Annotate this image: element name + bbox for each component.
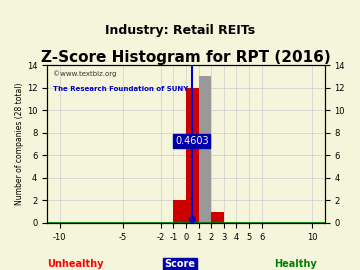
Text: 0.4603: 0.4603 [175, 136, 208, 146]
Bar [173, 200, 186, 223]
Text: Score: Score [165, 259, 195, 269]
Bar [186, 88, 198, 223]
Bar [211, 211, 224, 223]
Text: The Research Foundation of SUNY: The Research Foundation of SUNY [53, 86, 188, 92]
Y-axis label: Number of companies (28 total): Number of companies (28 total) [15, 83, 24, 205]
Title: Z-Score Histogram for RPT (2016): Z-Score Histogram for RPT (2016) [41, 50, 331, 65]
Text: ©www.textbiz.org: ©www.textbiz.org [53, 70, 116, 76]
Bar [198, 76, 211, 223]
Text: Industry: Retail REITs: Industry: Retail REITs [105, 24, 255, 37]
Text: Healthy: Healthy [274, 259, 317, 269]
Text: Unhealthy: Unhealthy [47, 259, 103, 269]
